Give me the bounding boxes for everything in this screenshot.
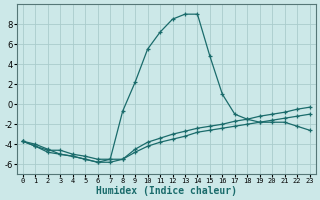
X-axis label: Humidex (Indice chaleur): Humidex (Indice chaleur) bbox=[96, 186, 237, 196]
